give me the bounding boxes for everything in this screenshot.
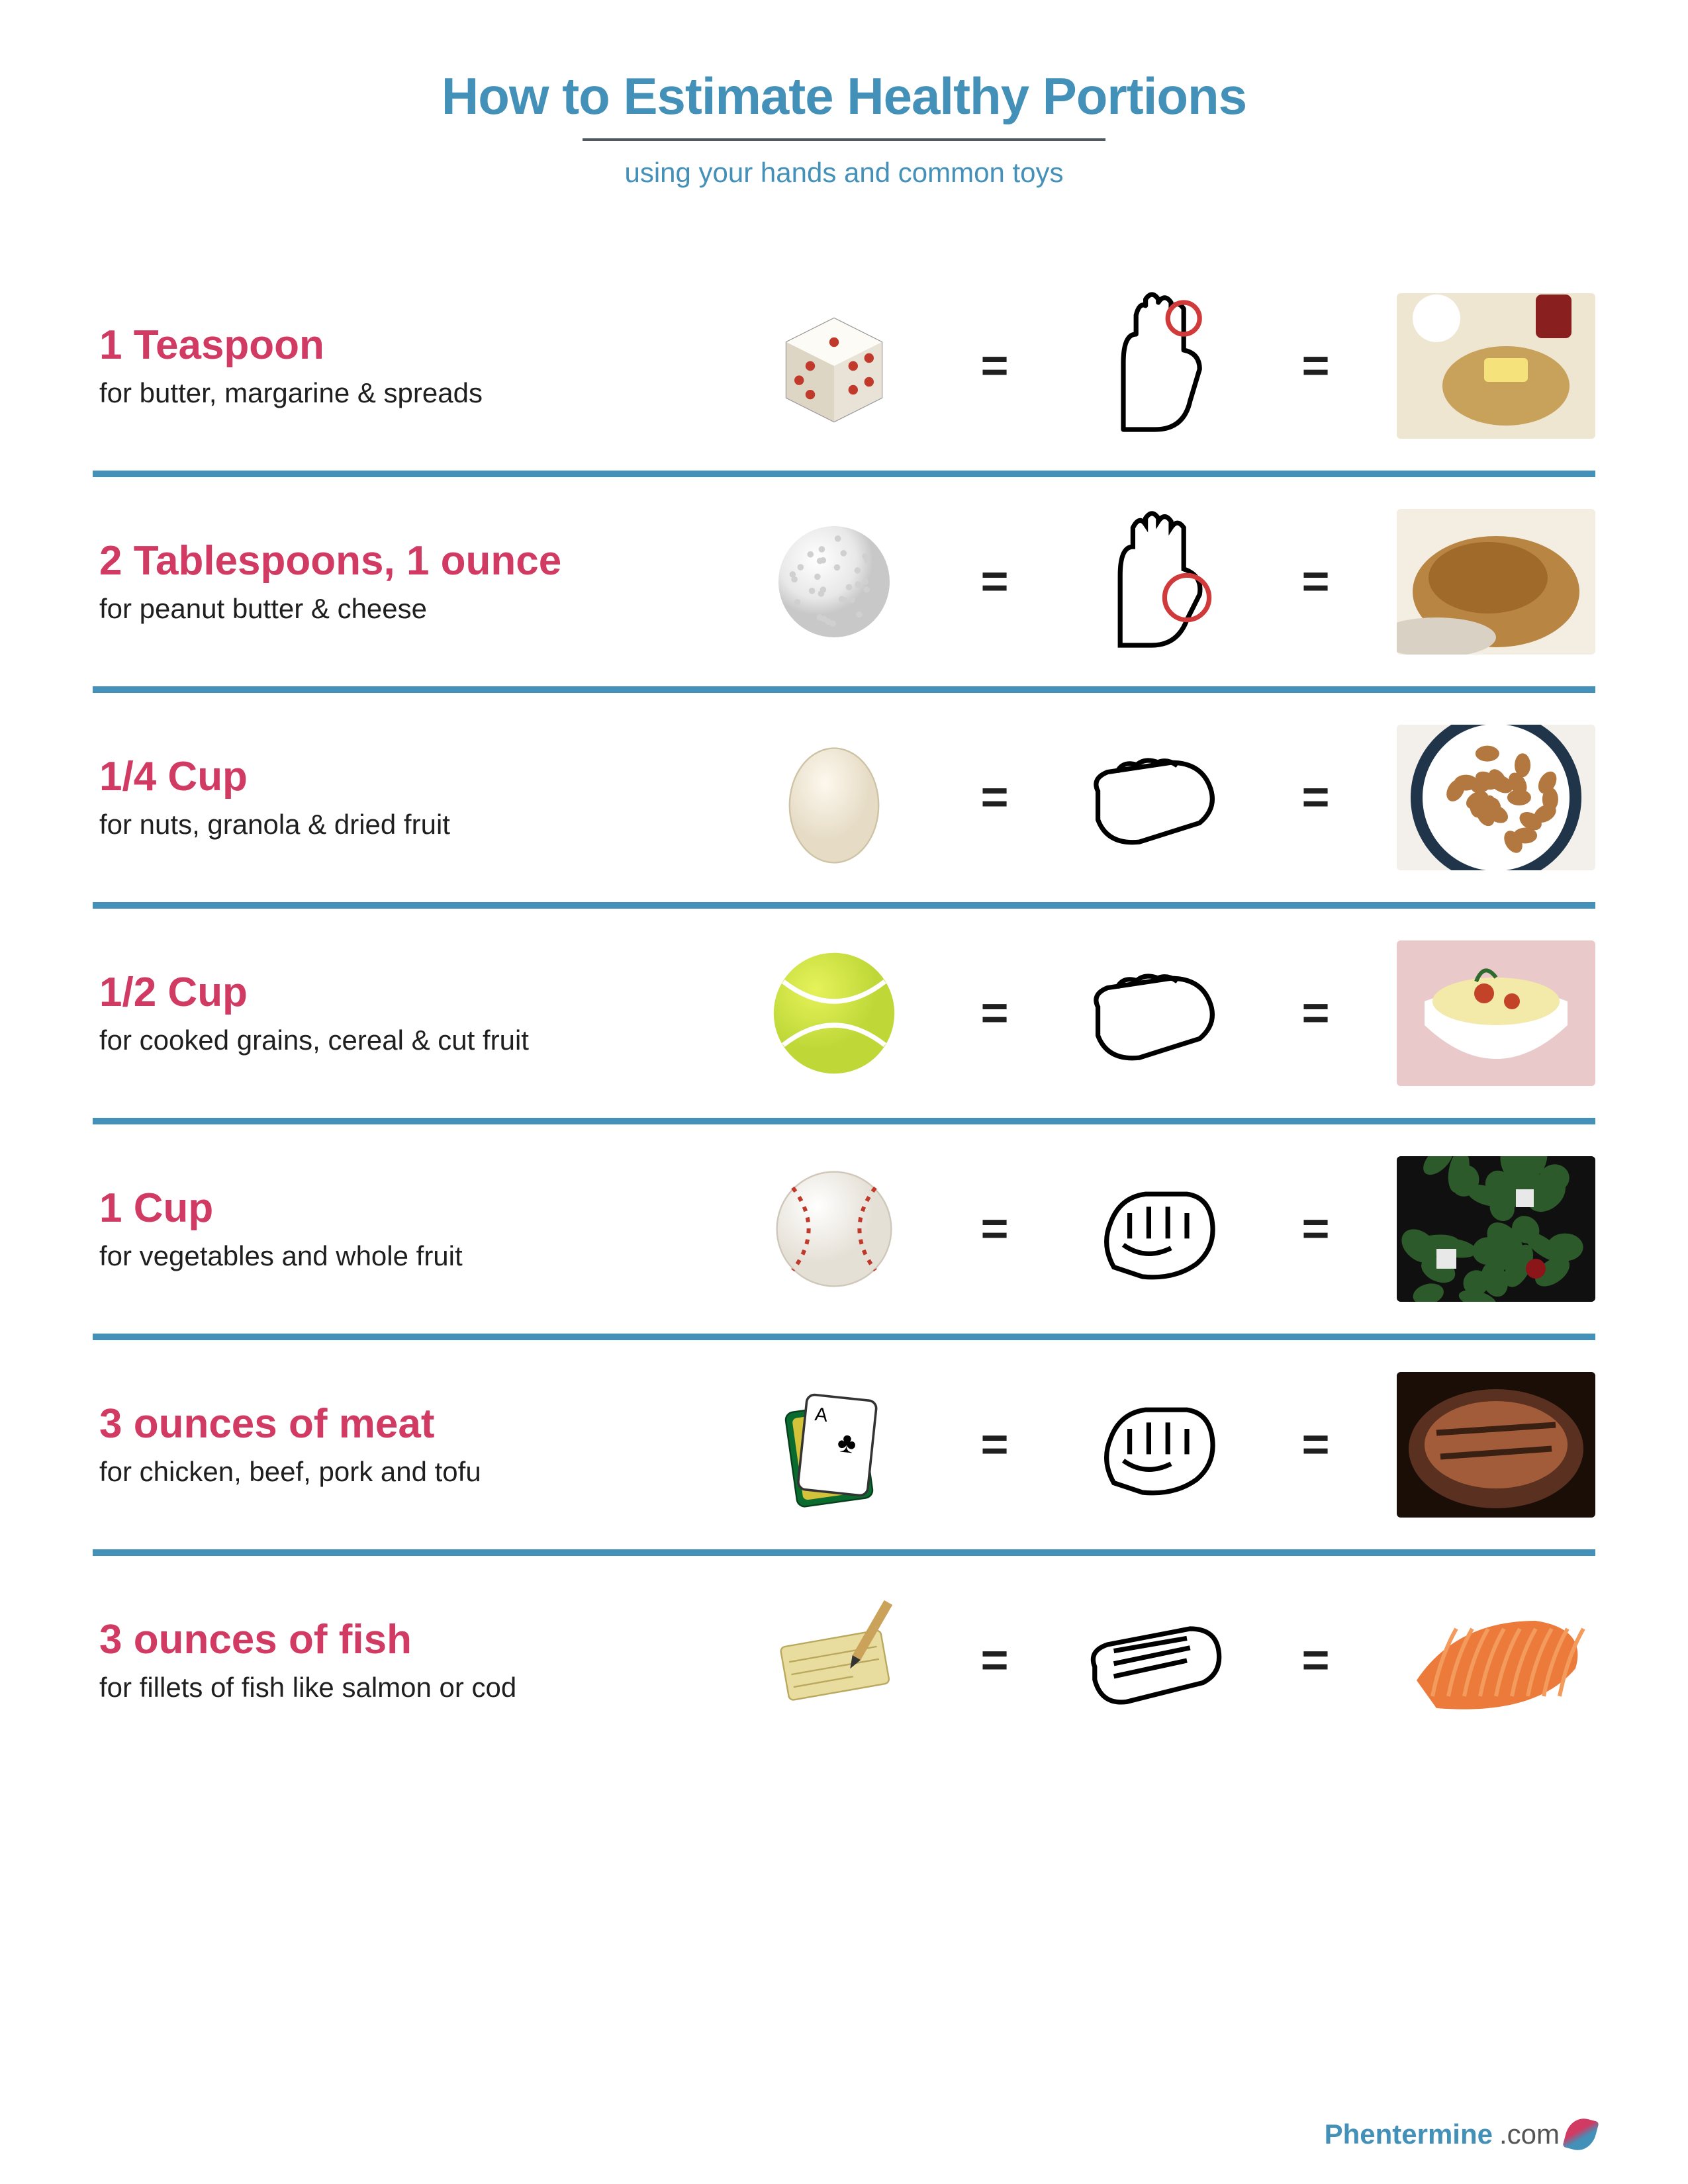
row-icons: = = bbox=[755, 1581, 1595, 1740]
measure-desc: for cooked grains, cereal & cut fruit bbox=[99, 1024, 755, 1056]
measure-label: 3 ounces of meat bbox=[99, 1402, 755, 1447]
almonds-bowl-image bbox=[1397, 725, 1595, 870]
portion-row: 3 ounces of fish for fillets of fish lik… bbox=[93, 1556, 1595, 1765]
cupped-hand-icon bbox=[1076, 934, 1235, 1093]
page-title: How to Estimate Healthy Portions bbox=[93, 66, 1595, 126]
row-text: 1 Teaspoon for butter, margarine & sprea… bbox=[93, 323, 755, 409]
header: How to Estimate Healthy Portions using y… bbox=[93, 66, 1595, 189]
fist-icon bbox=[1076, 1365, 1235, 1524]
flame-icon bbox=[1562, 2115, 1599, 2154]
equals-icon: = bbox=[980, 1633, 1008, 1688]
equals-icon: = bbox=[1301, 339, 1329, 393]
measure-desc: for butter, margarine & spreads bbox=[99, 377, 755, 409]
brand-tld: .com bbox=[1499, 2118, 1560, 2150]
portion-row: 2 Tablespoons, 1 ounce for peanut butter… bbox=[93, 477, 1595, 693]
equals-icon: = bbox=[1301, 1202, 1329, 1256]
checkbook-icon bbox=[755, 1581, 914, 1740]
card-deck-icon: A♣ bbox=[755, 1365, 914, 1524]
brand-name: Phentermine bbox=[1325, 2118, 1493, 2150]
row-icons: = = bbox=[755, 1150, 1595, 1308]
equals-icon: = bbox=[980, 1418, 1008, 1472]
measure-label: 2 Tablespoons, 1 ounce bbox=[99, 539, 755, 584]
svg-text:♣: ♣ bbox=[836, 1426, 858, 1460]
equals-icon: = bbox=[1301, 770, 1329, 825]
butter-bread-image bbox=[1397, 293, 1595, 439]
measure-desc: for fillets of fish like salmon or cod bbox=[99, 1672, 755, 1704]
portion-row: 1/2 Cup for cooked grains, cereal & cut … bbox=[93, 909, 1595, 1124]
baseball-icon bbox=[755, 1150, 914, 1308]
title-underline bbox=[583, 138, 1105, 141]
measure-desc: for nuts, granola & dried fruit bbox=[99, 809, 755, 841]
equals-icon: = bbox=[1301, 555, 1329, 609]
fist-icon bbox=[1076, 1150, 1235, 1308]
measure-label: 1/4 Cup bbox=[99, 754, 755, 799]
equals-icon: = bbox=[1301, 1633, 1329, 1688]
salmon-fillet-image bbox=[1397, 1588, 1595, 1733]
equals-icon: = bbox=[980, 555, 1008, 609]
equals-icon: = bbox=[980, 1202, 1008, 1256]
tennis-ball-icon bbox=[755, 934, 914, 1093]
equals-icon: = bbox=[980, 770, 1008, 825]
salad-image bbox=[1397, 1156, 1595, 1302]
portion-row: 3 ounces of meat for chicken, beef, pork… bbox=[93, 1340, 1595, 1556]
fingertip-circle-icon bbox=[1076, 287, 1235, 445]
peanut-butter-image bbox=[1397, 509, 1595, 655]
row-text: 1/2 Cup for cooked grains, cereal & cut … bbox=[93, 970, 755, 1056]
egg-icon bbox=[755, 718, 914, 877]
equals-icon: = bbox=[1301, 986, 1329, 1040]
cupped-hand-icon bbox=[1076, 718, 1235, 877]
measure-label: 1/2 Cup bbox=[99, 970, 755, 1015]
row-text: 1 Cup for vegetables and whole fruit bbox=[93, 1186, 755, 1272]
row-icons: = = bbox=[755, 934, 1595, 1093]
measure-desc: for vegetables and whole fruit bbox=[99, 1240, 755, 1272]
row-text: 1/4 Cup for nuts, granola & dried fruit bbox=[93, 754, 755, 841]
row-icons: = = bbox=[755, 287, 1595, 445]
row-text: 3 ounces of meat for chicken, beef, pork… bbox=[93, 1402, 755, 1488]
portion-row: 1/4 Cup for nuts, granola & dried fruit … bbox=[93, 693, 1595, 909]
measure-label: 1 Teaspoon bbox=[99, 323, 755, 368]
row-text: 2 Tablespoons, 1 ounce for peanut butter… bbox=[93, 539, 755, 625]
portion-row: 1 Cup for vegetables and whole fruit = = bbox=[93, 1124, 1595, 1340]
dice-icon bbox=[755, 287, 914, 445]
equals-icon: = bbox=[980, 986, 1008, 1040]
portion-row: 1 Teaspoon for butter, margarine & sprea… bbox=[93, 261, 1595, 477]
measure-label: 1 Cup bbox=[99, 1186, 755, 1231]
equals-icon: = bbox=[1301, 1418, 1329, 1472]
row-icons: = = bbox=[755, 718, 1595, 877]
thumb-circle-icon bbox=[1076, 502, 1235, 661]
row-icons: A♣ = = bbox=[755, 1365, 1595, 1524]
measure-desc: for chicken, beef, pork and tofu bbox=[99, 1456, 755, 1488]
footer-brand: Phentermine.com bbox=[1325, 2118, 1595, 2151]
measure-label: 3 ounces of fish bbox=[99, 1617, 755, 1662]
golf-ball-icon bbox=[755, 502, 914, 661]
page-subtitle: using your hands and common toys bbox=[93, 157, 1595, 189]
flat-hand-icon bbox=[1076, 1581, 1235, 1740]
row-icons: = = bbox=[755, 502, 1595, 661]
equals-icon: = bbox=[980, 339, 1008, 393]
roast-meat-image bbox=[1397, 1372, 1595, 1518]
row-text: 3 ounces of fish for fillets of fish lik… bbox=[93, 1617, 755, 1704]
pasta-bowl-image bbox=[1397, 940, 1595, 1086]
measure-desc: for peanut butter & cheese bbox=[99, 593, 755, 625]
